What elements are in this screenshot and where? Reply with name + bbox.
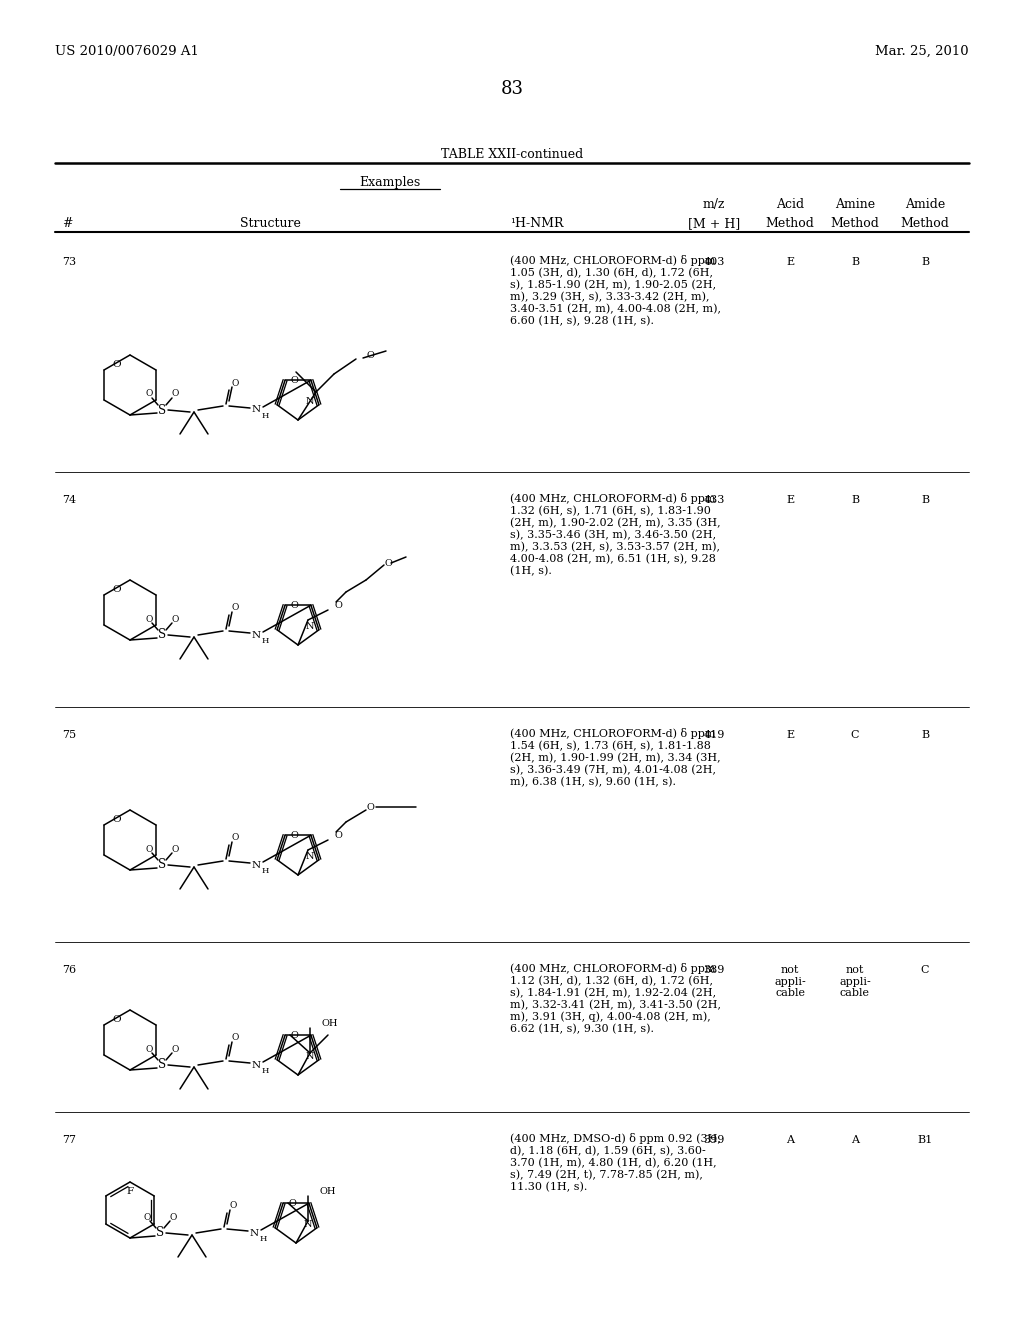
Text: O: O (145, 1044, 153, 1053)
Text: E: E (786, 730, 794, 741)
Text: B: B (851, 495, 859, 506)
Text: Structure: Structure (240, 216, 300, 230)
Text: O: O (113, 814, 121, 824)
Text: B: B (851, 257, 859, 267)
Text: (400 MHz, CHLOROFORM-d) δ ppm
1.12 (3H, d), 1.32 (6H, d), 1.72 (6H,
s), 1.84-1.9: (400 MHz, CHLOROFORM-d) δ ppm 1.12 (3H, … (510, 964, 721, 1035)
Text: 433: 433 (703, 495, 725, 506)
Text: H: H (261, 1067, 268, 1074)
Text: O: O (231, 1034, 239, 1043)
Text: S: S (156, 1226, 164, 1239)
Text: O: O (171, 615, 178, 623)
Text: S: S (158, 1059, 166, 1072)
Text: E: E (786, 495, 794, 506)
Text: O: O (231, 603, 239, 612)
Text: E: E (786, 257, 794, 267)
Text: O: O (171, 845, 178, 854)
Text: O: O (145, 845, 153, 854)
Text: S: S (158, 628, 166, 642)
Text: N: N (306, 397, 314, 407)
Text: H: H (261, 638, 268, 645)
Text: Method: Method (830, 216, 880, 230)
Text: S: S (158, 858, 166, 871)
Text: Amine: Amine (835, 198, 876, 211)
Text: O: O (384, 558, 392, 568)
Text: N: N (304, 1220, 312, 1229)
Text: #: # (62, 216, 73, 230)
Text: N: N (306, 1052, 314, 1061)
Text: O: O (290, 1031, 298, 1040)
Text: N: N (250, 1229, 259, 1238)
Text: C: C (851, 730, 859, 741)
Text: O: O (231, 379, 239, 388)
Text: B: B (921, 495, 929, 506)
Text: 403: 403 (703, 257, 725, 267)
Text: N: N (252, 1060, 260, 1069)
Text: O: O (113, 585, 121, 594)
Text: N: N (252, 405, 260, 414)
Text: O: O (143, 1213, 151, 1221)
Text: (400 MHz, CHLOROFORM-d) δ ppm
1.05 (3H, d), 1.30 (6H, d), 1.72 (6H,
s), 1.85-1.9: (400 MHz, CHLOROFORM-d) δ ppm 1.05 (3H, … (510, 255, 721, 326)
Text: H: H (261, 412, 268, 420)
Text: not
appli-
cable: not appli- cable (774, 965, 806, 998)
Text: Mar. 25, 2010: Mar. 25, 2010 (876, 45, 969, 58)
Text: Method: Method (766, 216, 814, 230)
Text: B1: B1 (918, 1135, 933, 1144)
Text: O: O (366, 351, 374, 360)
Text: B: B (921, 730, 929, 741)
Text: (400 MHz, CHLOROFORM-d) δ ppm
1.54 (6H, s), 1.73 (6H, s), 1.81-1.88
(2H, m), 1.9: (400 MHz, CHLOROFORM-d) δ ppm 1.54 (6H, … (510, 729, 721, 787)
Text: N: N (252, 631, 260, 639)
Text: m/z: m/z (702, 198, 725, 211)
Text: Examples: Examples (359, 176, 421, 189)
Text: (400 MHz, CHLOROFORM-d) δ ppm
1.32 (6H, s), 1.71 (6H, s), 1.83-1.90
(2H, m), 1.9: (400 MHz, CHLOROFORM-d) δ ppm 1.32 (6H, … (510, 492, 721, 576)
Text: O: O (145, 615, 153, 623)
Text: US 2010/0076029 A1: US 2010/0076029 A1 (55, 45, 199, 58)
Text: OH: OH (322, 1019, 339, 1027)
Text: 73: 73 (62, 257, 76, 267)
Text: 419: 419 (703, 730, 725, 741)
Text: O: O (113, 1015, 121, 1024)
Text: F: F (126, 1188, 133, 1196)
Text: O: O (231, 833, 239, 842)
Text: O: O (366, 804, 374, 813)
Text: 389: 389 (703, 965, 725, 975)
Text: O: O (171, 389, 178, 399)
Text: (400 MHz, DMSO-d) δ ppm 0.92 (3H,
d), 1.18 (6H, d), 1.59 (6H, s), 3.60-
3.70 (1H: (400 MHz, DMSO-d) δ ppm 0.92 (3H, d), 1.… (510, 1133, 721, 1192)
Text: A: A (851, 1135, 859, 1144)
Text: O: O (290, 830, 298, 840)
Text: O: O (290, 376, 298, 384)
Text: [M + H]: [M + H] (688, 216, 740, 230)
Text: not
appli-
cable: not appli- cable (839, 965, 870, 998)
Text: 74: 74 (62, 495, 76, 506)
Text: O: O (171, 1044, 178, 1053)
Text: N: N (306, 853, 314, 861)
Text: C: C (921, 965, 929, 975)
Text: H: H (261, 867, 268, 875)
Text: 76: 76 (62, 965, 76, 975)
Text: O: O (334, 830, 342, 840)
Text: O: O (145, 389, 153, 399)
Text: B: B (921, 257, 929, 267)
Text: 75: 75 (62, 730, 76, 741)
Text: S: S (158, 404, 166, 417)
Text: 77: 77 (62, 1135, 76, 1144)
Text: O: O (113, 360, 121, 370)
Text: Acid: Acid (776, 198, 804, 211)
Text: N: N (252, 861, 260, 870)
Text: O: O (288, 1199, 296, 1208)
Text: Amide: Amide (905, 198, 945, 211)
Text: TABLE XXII-continued: TABLE XXII-continued (441, 148, 583, 161)
Text: 399: 399 (703, 1135, 725, 1144)
Text: ¹H-NMR: ¹H-NMR (510, 216, 563, 230)
Text: O: O (290, 601, 298, 610)
Text: O: O (334, 601, 342, 610)
Text: 83: 83 (501, 81, 523, 98)
Text: O: O (229, 1201, 237, 1210)
Text: N: N (306, 622, 314, 631)
Text: O: O (169, 1213, 177, 1221)
Text: OH: OH (319, 1187, 337, 1196)
Text: A: A (786, 1135, 794, 1144)
Text: Method: Method (900, 216, 949, 230)
Text: H: H (259, 1236, 266, 1243)
